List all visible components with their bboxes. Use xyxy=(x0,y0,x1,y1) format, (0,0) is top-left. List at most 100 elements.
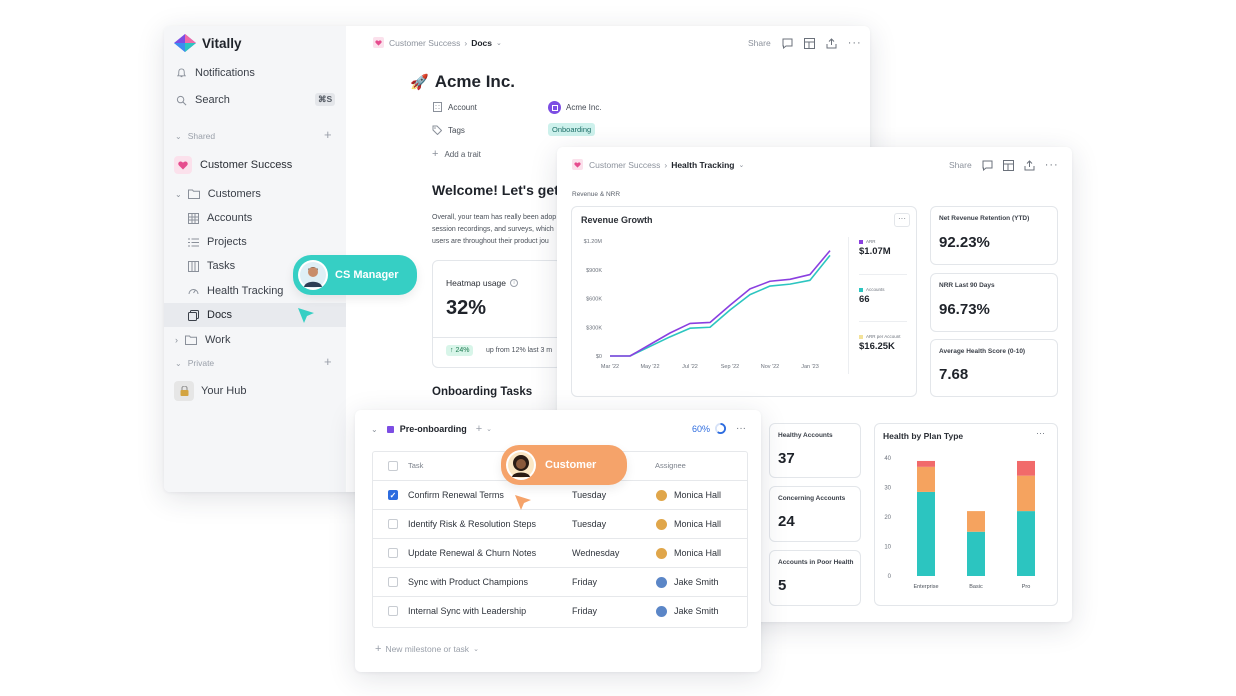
x-tick-label: Sep '22 xyxy=(721,364,739,370)
task-due-day[interactable]: Wednesday xyxy=(572,548,620,558)
table-header: Task Assignee xyxy=(372,451,748,480)
task-name[interactable]: Sync with Product Champions xyxy=(408,577,529,587)
legend-item-arr: ARR $1.07M xyxy=(859,239,891,257)
plus-icon: + xyxy=(432,148,439,160)
section-private[interactable]: ⌄ Private + xyxy=(164,351,346,375)
nav-notifications[interactable]: Notifications xyxy=(164,61,346,85)
layout-icon[interactable] xyxy=(803,37,815,49)
share-button[interactable]: Share xyxy=(949,160,972,170)
assignee-avatar xyxy=(656,576,667,588)
task-name[interactable]: Update Renewal & Churn Notes xyxy=(408,548,537,558)
add-shared-icon[interactable]: + xyxy=(324,127,332,142)
x-tick-label: Mar '22 xyxy=(601,364,619,370)
assignee-name: Jake Smith xyxy=(674,577,719,587)
customer-badge: Customer xyxy=(501,445,627,485)
breadcrumb: Customer Success › Docs ⌄ xyxy=(373,37,502,48)
milestone-name[interactable]: Pre-onboarding xyxy=(399,424,467,434)
sidebar-item-projects[interactable]: Projects xyxy=(164,230,346,254)
task-name[interactable]: Internal Sync with Leadership xyxy=(408,606,527,616)
comment-icon[interactable] xyxy=(982,160,993,171)
sidebar-item-docs[interactable]: Docs xyxy=(164,303,346,327)
task-assignee[interactable]: Monica Hall xyxy=(656,518,721,530)
chevron-down-icon[interactable]: ⌄ xyxy=(738,161,745,169)
series-line-accounts xyxy=(610,254,831,357)
sidebar-item-accounts[interactable]: Accounts xyxy=(164,206,346,230)
breadcrumb: Customer Success › Health Tracking ⌄ xyxy=(572,159,744,170)
table-row[interactable]: Update Renewal & Churn Notes Wednesday Mon… xyxy=(372,538,748,567)
building-icon xyxy=(432,102,442,112)
legend-value: $16.25K xyxy=(859,341,895,352)
section-shared[interactable]: ⌄ Shared + xyxy=(164,124,346,148)
task-due-day[interactable]: Tuesday xyxy=(572,519,607,529)
metric-card-nrr-ytd: Net Revenue Retention (YTD) 92.23% xyxy=(930,206,1058,265)
sidebar-item-work[interactable]: › Work xyxy=(164,328,346,352)
task-assignee[interactable]: Monica Hall xyxy=(656,547,721,559)
sidebar-item-label: Work xyxy=(205,334,231,346)
sidebar-item-customers[interactable]: ⌄ Customers xyxy=(164,182,346,206)
task-checkbox[interactable] xyxy=(388,519,398,529)
task-assignee[interactable]: Jake Smith xyxy=(656,605,719,617)
info-icon[interactable]: i xyxy=(510,279,519,287)
tag-onboarding[interactable]: Onboarding xyxy=(548,123,596,136)
prop-account-value[interactable]: Acme Inc. xyxy=(548,101,602,114)
task-checkbox[interactable]: ✓ xyxy=(388,490,398,500)
plus-icon[interactable]: + xyxy=(475,423,483,435)
layout-icon[interactable] xyxy=(1002,159,1014,171)
metric-value: 96.73% xyxy=(939,301,990,318)
more-icon[interactable]: ··· xyxy=(736,423,747,434)
folder-icon xyxy=(184,333,198,347)
task-due-day[interactable]: Tuesday xyxy=(572,490,607,500)
heatmap-value: 32% xyxy=(446,297,487,319)
bar-segment-basic xyxy=(967,531,985,576)
more-icon[interactable]: ··· xyxy=(1044,159,1059,171)
export-icon[interactable] xyxy=(1024,159,1035,171)
plus-icon: + xyxy=(375,643,382,655)
comment-icon[interactable] xyxy=(782,38,793,49)
task-checkbox[interactable] xyxy=(388,577,398,587)
y-tick-label: $0 xyxy=(596,354,602,360)
task-due-day[interactable]: Friday xyxy=(572,606,598,616)
gauge-icon xyxy=(186,284,200,298)
table-row[interactable]: Sync with Product Champions Friday Jake Sm… xyxy=(372,567,748,596)
breadcrumb-current[interactable]: Docs xyxy=(471,37,492,48)
heart-icon xyxy=(572,159,583,170)
column-header-assignee: Assignee xyxy=(655,461,686,470)
sidebar-item-health-tracking[interactable]: Health Tracking xyxy=(164,279,346,303)
breadcrumb-current[interactable]: Health Tracking xyxy=(671,159,735,170)
sidebar-item-your-hub[interactable]: Your Hub xyxy=(164,379,346,403)
chevron-down-icon[interactable]: ⌄ xyxy=(371,424,378,434)
legend-name: ARR per Account xyxy=(866,334,901,339)
task-name[interactable]: Identify Risk & Resolution Steps xyxy=(408,519,537,529)
table-row[interactable]: Internal Sync with Leadership Friday Jake … xyxy=(372,596,748,625)
breadcrumb-parent[interactable]: Customer Success xyxy=(389,37,461,48)
task-name[interactable]: Confirm Renewal Terms xyxy=(408,490,504,500)
nav-search[interactable]: Search ⌘S xyxy=(164,88,346,112)
task-assignee[interactable]: Jake Smith xyxy=(656,576,719,588)
y-tick-label: 30 xyxy=(884,486,891,492)
task-checkbox[interactable] xyxy=(388,606,398,616)
more-icon[interactable]: ··· xyxy=(847,37,862,49)
task-due-day[interactable]: Friday xyxy=(572,577,598,587)
x-tick-label: Jan '23 xyxy=(801,364,819,370)
workspace-customer-success[interactable]: Customer Success xyxy=(164,152,346,178)
doc-title: Acme Inc. xyxy=(434,72,515,91)
chevron-down-icon[interactable]: ⌄ xyxy=(495,39,502,47)
share-button[interactable]: Share xyxy=(748,38,771,48)
chevron-down-icon[interactable]: ⌄ xyxy=(486,426,493,433)
task-checkbox[interactable] xyxy=(388,548,398,558)
export-icon[interactable] xyxy=(826,37,837,49)
x-tick-label: May '22 xyxy=(640,364,659,370)
more-icon[interactable]: ··· xyxy=(1036,428,1045,438)
task-assignee[interactable]: Monica Hall xyxy=(656,489,721,501)
legend-swatch xyxy=(859,287,863,292)
add-private-icon[interactable]: + xyxy=(324,354,332,369)
delta-badge: ↑ 24% xyxy=(446,345,474,356)
add-trait-button[interactable]: + Add a trait xyxy=(432,148,481,160)
breadcrumb-parent[interactable]: Customer Success xyxy=(589,159,661,170)
sidebar-item-tasks[interactable]: Tasks xyxy=(164,254,346,278)
new-milestone-button[interactable]: + New milestone or task ⌄ xyxy=(375,643,479,655)
app-logo[interactable]: Vitally xyxy=(174,34,242,52)
table-row[interactable]: Identify Risk & Resolution Steps Tuesday M… xyxy=(372,509,748,538)
more-icon[interactable]: ··· xyxy=(894,213,910,227)
select-all-checkbox[interactable] xyxy=(388,460,398,471)
